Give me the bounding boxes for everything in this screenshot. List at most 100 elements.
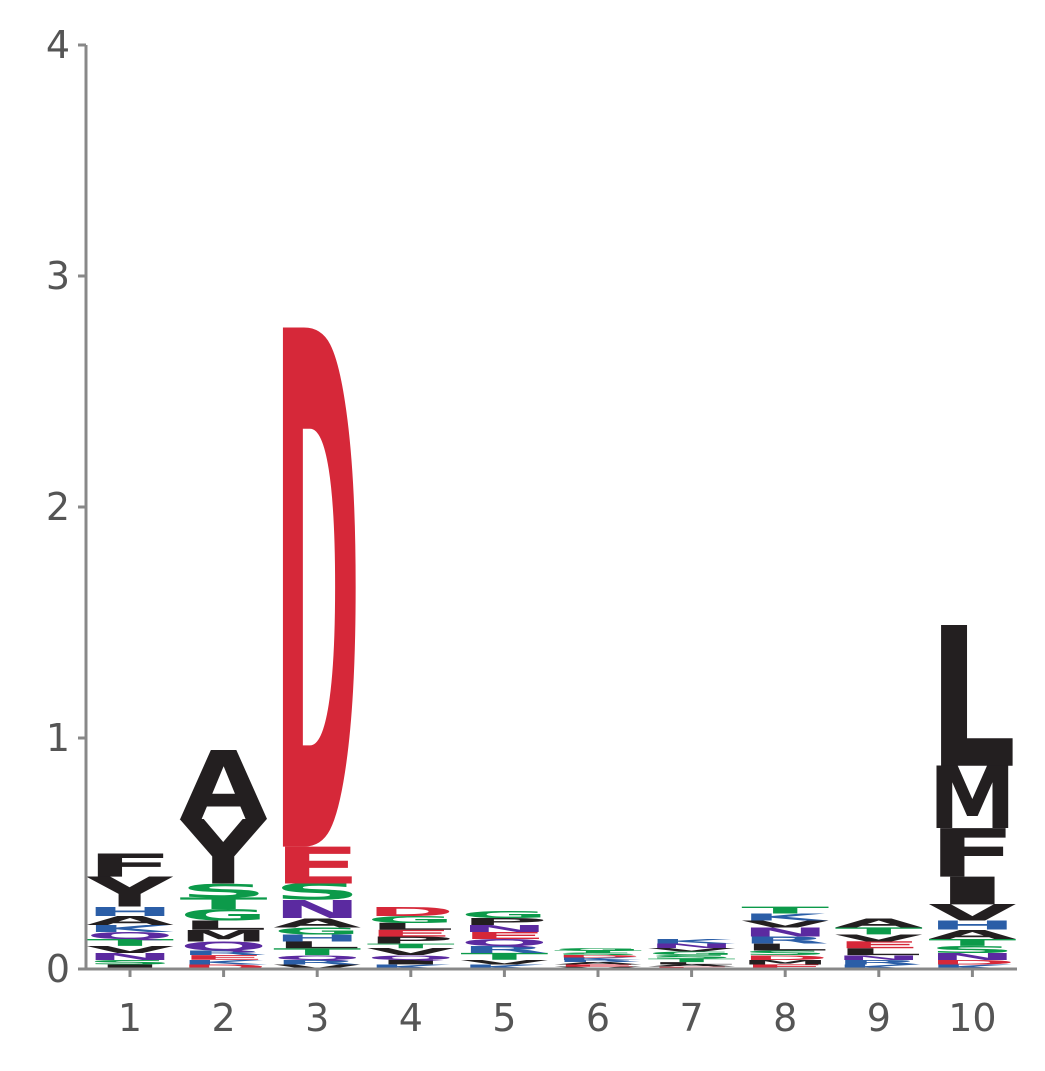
stack-position-6: VEARKDSTG (554, 948, 642, 970)
logo-letter-Q: Q (460, 937, 548, 948)
logo-letter-A: A (835, 916, 924, 931)
logo-letter-M: M (928, 748, 1016, 848)
logo-letter-G: G (648, 951, 736, 957)
logo-letter-R: R (273, 959, 361, 966)
logo-letter-S: S (928, 944, 1016, 955)
logo-letter-R: R (554, 959, 642, 963)
x-tick-label: 4 (399, 996, 423, 1040)
logo-letter-E: E (741, 963, 829, 970)
y-tick-label: 4 (46, 23, 70, 67)
x-tick-label: 5 (492, 996, 516, 1040)
logo-letter-I: I (928, 869, 1016, 913)
logo-letter-E: E (460, 930, 548, 941)
logo-letter-K: K (367, 963, 455, 970)
logo-letter-T: T (86, 937, 174, 948)
logo-letter-N: N (273, 895, 361, 924)
x-tick-label: 8 (773, 996, 797, 1040)
y-tick-label: 3 (46, 254, 70, 298)
logo-letter-V: V (460, 958, 548, 965)
x-ticks: 1 2 3 4 5 6 7 8 9 10 (118, 969, 997, 1040)
logo-letter-N: N (928, 951, 1016, 962)
logo-letter-H: H (86, 904, 174, 919)
logo-letter-K: K (554, 957, 642, 961)
logo-letter-A: A (273, 916, 362, 931)
logo-letter-S: S (554, 952, 642, 956)
logo-letter-M: M (180, 927, 268, 945)
x-tick-label: 6 (586, 996, 610, 1040)
logo-letter-F: F (86, 848, 174, 885)
y-tick-label: 2 (46, 485, 70, 529)
y-tick-label: 1 (46, 716, 70, 760)
x-tick-label: 10 (948, 996, 996, 1040)
logo-letter-D: D (180, 963, 268, 970)
logo-letter-S: S (86, 959, 174, 966)
logo-letter-Q: Q (180, 939, 268, 954)
logo-letter-Y: Y (179, 802, 268, 905)
logo-letter-P: P (367, 935, 455, 946)
logo-letter-G: G (367, 914, 455, 925)
logo-letter-T: T (741, 905, 829, 916)
logo-letter-K: K (180, 959, 268, 966)
logo-letter-E: E (273, 837, 361, 896)
logo-letter-P: P (460, 916, 548, 927)
logo-letter-R: R (460, 944, 548, 955)
logo-letter-R: R (180, 949, 268, 956)
logo-letter-A: A (648, 964, 736, 968)
stack-position-7: EALTSGVNK (648, 938, 736, 970)
logo-letter-N: N (648, 942, 736, 949)
logo-letter-E: E (180, 954, 268, 961)
logo-letter-E: E (367, 928, 455, 939)
logo-letter-A: A (180, 731, 268, 842)
logo-letter-T: T (648, 958, 736, 964)
logo-letter-L: L (741, 942, 829, 953)
x-tick-label: 2 (212, 996, 236, 1040)
logo-letter-M: M (741, 959, 829, 966)
logo-letter-T: T (273, 946, 361, 957)
logo-letter-V: V (273, 963, 361, 970)
logo-letter-T: T (460, 951, 548, 962)
logo-letter-F: F (928, 816, 1016, 893)
y-tick-label: 0 (46, 947, 70, 991)
x-tick-label: 9 (867, 996, 891, 1040)
logo-letter-K: K (835, 963, 923, 970)
logo-letter-K: K (648, 938, 736, 945)
logo-letter-N: N (460, 923, 548, 934)
logo-letter-H: H (928, 918, 1016, 933)
logo-letter-G: G (273, 925, 361, 936)
logo-letter-R: R (835, 959, 923, 966)
logo-letter-K: K (460, 963, 548, 970)
logo-letter-N: N (741, 925, 829, 940)
x-tick-label: 3 (305, 996, 329, 1040)
logo-letter-V: V (741, 919, 830, 930)
logo-letter-G: G (554, 948, 642, 952)
x-tick-label: 1 (118, 996, 142, 1040)
logo-letter-H: H (273, 933, 361, 944)
logo-letter-A: A (86, 914, 175, 929)
logo-letter-S: S (741, 949, 829, 956)
logo-letter-T: T (180, 894, 268, 912)
logo-letter-D: D (554, 954, 642, 958)
logo-letter-V: V (367, 946, 456, 957)
logo-letter-V: V (86, 944, 175, 955)
logo-letter-I: I (86, 963, 174, 970)
logo-letter-T: T (928, 937, 1016, 948)
logo-letter-Q: Q (86, 930, 174, 941)
logo-letter-L: L (648, 961, 736, 965)
logo-letter-T: T (835, 926, 923, 937)
logo-letter-L: L (180, 918, 268, 933)
logo-letter-L: L (928, 586, 1016, 811)
logo-letter-K: K (86, 923, 175, 934)
logo-letter-K: K (741, 912, 830, 923)
logo-letter-K: K (928, 963, 1016, 970)
y-ticks: 0 1 2 3 4 (46, 23, 86, 991)
logo-letter-R: R (741, 935, 829, 946)
logo-letter-G: G (460, 909, 548, 920)
